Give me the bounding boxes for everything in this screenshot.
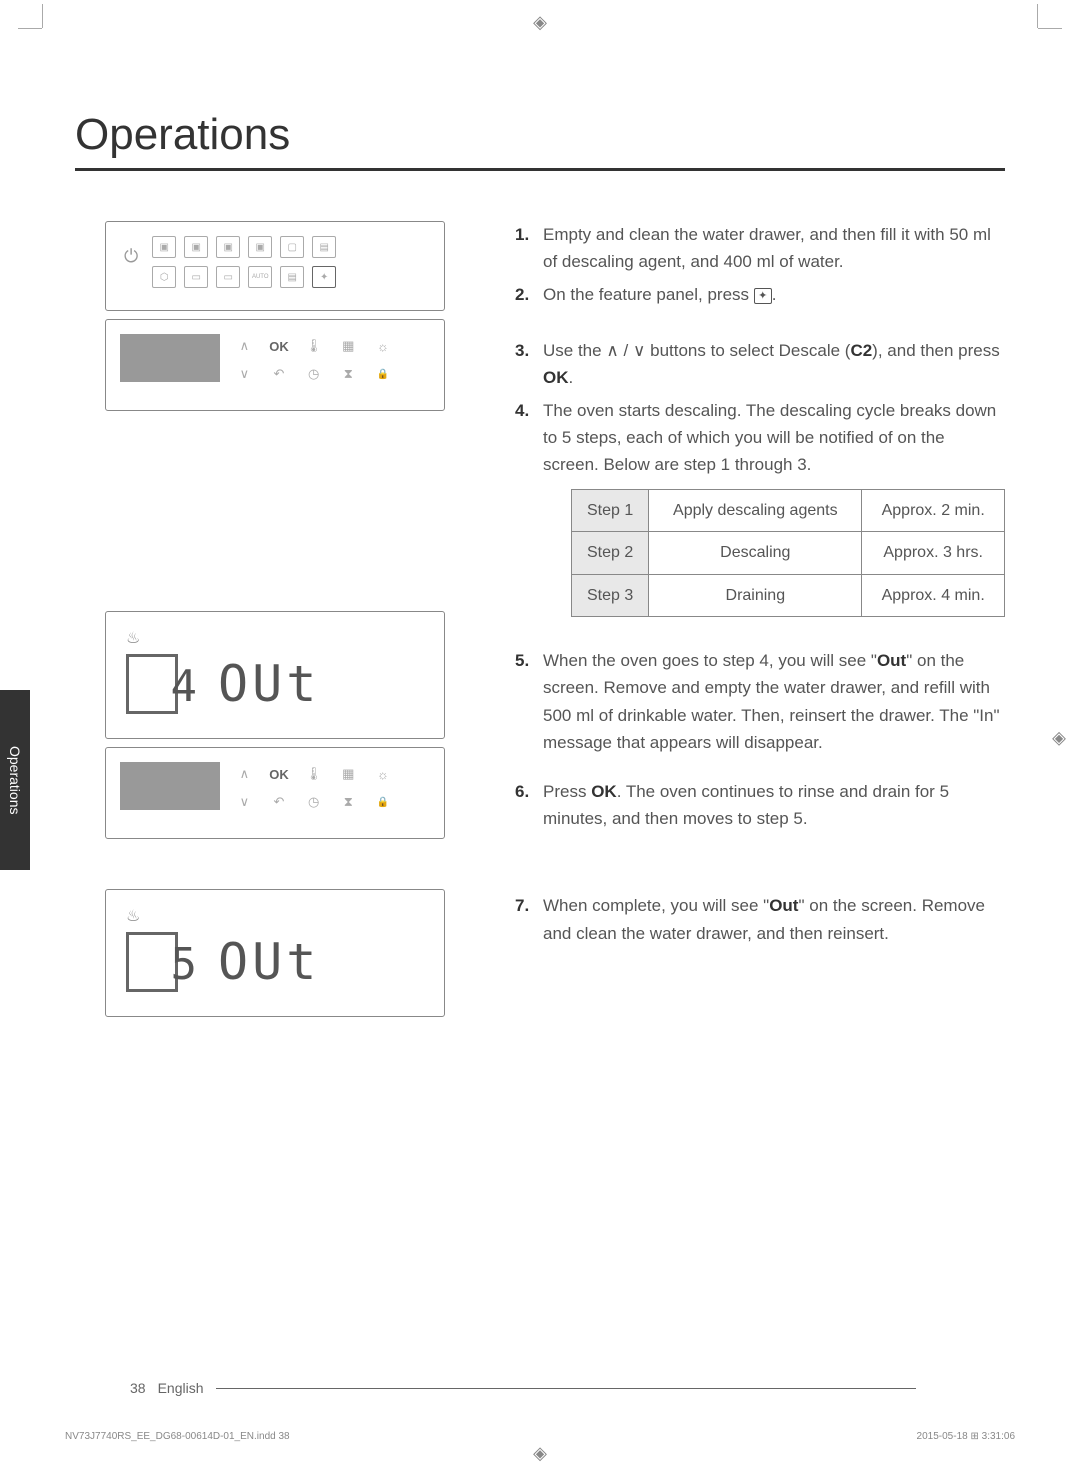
step-2: On the feature panel, press ✦. (515, 281, 1005, 308)
display-step4-illustration: ♨ 4 OUt (105, 611, 445, 739)
page-number: 38 (130, 1380, 146, 1396)
step-3: Use the ∧ / ∨ buttons to select Descale … (515, 337, 1005, 391)
lcd-display (120, 334, 220, 382)
clean-mode-icon: ✦ (312, 266, 336, 288)
control-panel-illustration-2: ∧ OK 🌡 ▦ ☼ ∨ ↶ ◷ ⧗ 🔒 (105, 747, 445, 839)
timer-icon: ◷ (301, 362, 326, 386)
timer-icon: ◷ (301, 790, 326, 814)
step-6: Press OK. The oven continues to rinse an… (515, 778, 1005, 832)
mode-icon: ▢ (280, 236, 304, 258)
mode-icon: ▣ (216, 236, 240, 258)
ok-button-icon: OK (267, 334, 292, 358)
control-panel-illustration-1: ∧ OK 🌡 ▦ ☼ ∨ ↶ ◷ ⧗ 🔒 (105, 319, 445, 411)
hourglass-icon: ⧗ (336, 790, 361, 814)
feature-panel-illustration: ⏻ ▣ ▣ ▣ ▣ ▢ ▤ ⬡ ▭ ▭ AUTO ▤ ✦ (105, 221, 445, 311)
up-icon: ∧ (232, 334, 257, 358)
footer-rule (216, 1388, 916, 1389)
power-icon: ⏻ (124, 246, 138, 267)
illustrations-column: ⏻ ▣ ▣ ▣ ▣ ▢ ▤ ⬡ ▭ ▭ AUTO ▤ ✦ (75, 221, 475, 1025)
descaling-steps-table: Step 1 Apply descaling agents Approx. 2 … (571, 489, 1005, 618)
up-icon: ∧ (232, 762, 257, 786)
temp-icon: 🌡 (301, 762, 326, 786)
page-language: English (158, 1380, 204, 1396)
table-row: Step 2 Descaling Approx. 3 hrs. (572, 532, 1005, 575)
step-1: Empty and clean the water drawer, and th… (515, 221, 1005, 275)
display-step5-illustration: ♨ 5 OUt (105, 889, 445, 1017)
out-text-4: OUt (218, 655, 320, 713)
down-icon: ∨ (232, 790, 257, 814)
light-icon: ☼ (371, 762, 396, 786)
step-5: When the oven goes to step 4, you will s… (515, 647, 1005, 756)
mode-icon: ▣ (152, 236, 176, 258)
mode-icon: ⬡ (152, 266, 176, 288)
step-4: The oven starts descaling. The descaling… (515, 397, 1005, 617)
step-number-4: 4 (171, 661, 200, 712)
back-icon: ↶ (267, 790, 292, 814)
ok-button-icon: OK (267, 762, 292, 786)
steam-icon: ♨ (126, 906, 424, 926)
down-icon: ∨ (232, 362, 257, 386)
mode-icon: ▤ (312, 236, 336, 258)
indd-timestamp: 2015-05-18 ⊞ 3:31:06 (917, 1431, 1015, 1442)
mode-icon: ▤ (280, 266, 304, 288)
mode-icon: ▭ (184, 266, 208, 288)
temp-icon: 🌡 (301, 334, 326, 358)
mode-icon: ▣ (184, 236, 208, 258)
page-footer: 38 English (130, 1380, 916, 1396)
panel-icon: ▦ (336, 762, 361, 786)
steam-icon: ♨ (126, 628, 424, 648)
light-icon: ☼ (371, 334, 396, 358)
mode-icon: ▭ (216, 266, 240, 288)
panel-icon: ▦ (336, 334, 361, 358)
progress-box: 4 (126, 654, 178, 714)
lock-icon: 🔒 (371, 790, 396, 814)
table-row: Step 1 Apply descaling agents Approx. 2 … (572, 489, 1005, 532)
hourglass-icon: ⧗ (336, 362, 361, 386)
mode-icon: ▣ (248, 236, 272, 258)
mode-icon: AUTO (248, 266, 272, 288)
lcd-display (120, 762, 220, 810)
step-7: When complete, you will see "Out" on the… (515, 892, 1005, 946)
table-row: Step 3 Draining Approx. 4 min. (572, 574, 1005, 617)
out-text-5: OUt (218, 933, 320, 991)
clean-key-icon: ✦ (754, 288, 772, 304)
lock-icon: 🔒 (371, 362, 396, 386)
step-number-5: 5 (171, 939, 200, 990)
instructions-column: Empty and clean the water drawer, and th… (515, 221, 1005, 1025)
back-icon: ↶ (267, 362, 292, 386)
progress-box: 5 (126, 932, 178, 992)
indd-footer: NV73J7740RS_EE_DG68-00614D-01_EN.indd 38… (65, 1431, 1015, 1442)
indd-filename: NV73J7740RS_EE_DG68-00614D-01_EN.indd 38 (65, 1431, 290, 1442)
page-title: Operations (75, 110, 1005, 171)
